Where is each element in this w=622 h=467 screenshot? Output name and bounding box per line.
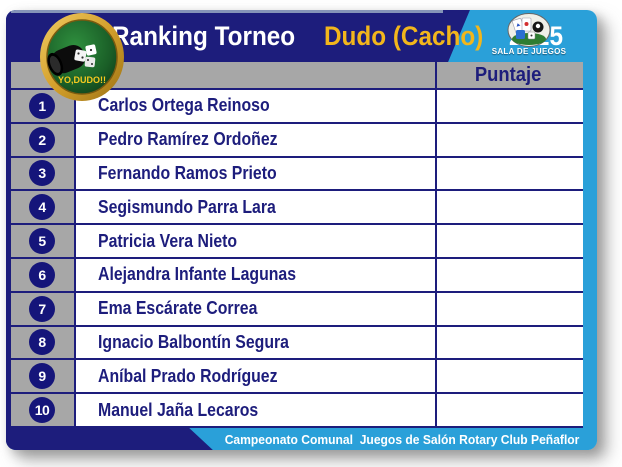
table-row: 1 Carlos Ortega Reinoso <box>6 90 583 124</box>
table-row: 6 Alejandra Infante Lagunas <box>6 258 583 293</box>
rank-number: 4 <box>38 199 46 216</box>
rank-number: 1 <box>38 97 46 114</box>
rank-badge: 3 <box>29 160 55 187</box>
sala-de-juegos-logo <box>507 13 551 47</box>
player-name: Ignacio Balbontín Segura <box>98 331 289 352</box>
player-name-cell: Manuel Jaña Lecaros <box>76 394 435 426</box>
player-name-cell: Ema Escárate Correa <box>76 293 435 325</box>
right-logo-label: SALA DE JUEGOS <box>491 47 567 56</box>
rank-cell: 2 <box>6 123 76 156</box>
left-navy-edge <box>6 10 11 450</box>
yo-dudo-logo: YO,DUDO!! <box>40 13 124 101</box>
rank-cell: 9 <box>6 360 76 393</box>
table-row: 4 Segismundo Parra Lara <box>6 191 583 226</box>
rank-badge: 5 <box>29 228 55 255</box>
score-cell <box>435 90 583 122</box>
player-name-cell: Ignacio Balbontín Segura <box>76 327 435 359</box>
table-row: 3 Fernando Ramos Prieto <box>6 157 583 192</box>
table-row: 10 Manuel Jaña Lecaros <box>6 394 583 428</box>
score-cell <box>435 326 583 359</box>
rank-badge: 7 <box>29 295 55 322</box>
table-row: 2 Pedro Ramírez Ordoñez <box>6 123 583 158</box>
score-column-header: Puntaje <box>433 62 583 88</box>
rank-badge: 8 <box>29 329 55 356</box>
rank-cell: 4 <box>6 191 76 224</box>
player-name: Aníbal Prado Rodríguez <box>98 365 278 386</box>
rank-number: 7 <box>38 300 46 317</box>
player-name: Manuel Jaña Lecaros <box>98 399 259 420</box>
player-name: Fernando Ramos Prieto <box>98 162 277 183</box>
rank-cell: 5 <box>6 225 76 257</box>
rank-number: 3 <box>38 165 46 182</box>
column-divider <box>435 62 437 90</box>
rank-badge: 10 <box>29 397 55 424</box>
footer-caption: Campeonato Comunal Juegos de Salón Rotar… <box>198 428 579 450</box>
rank-badge: 4 <box>29 194 55 221</box>
rank-number: 6 <box>38 266 46 283</box>
footer: Campeonato Comunal Juegos de Salón Rotar… <box>6 428 597 450</box>
header-top-edge <box>6 10 444 13</box>
rank-cell: 10 <box>6 394 76 426</box>
player-name: Pedro Ramírez Ordoñez <box>98 129 278 150</box>
rank-badge: 1 <box>29 92 55 119</box>
score-cell <box>435 123 583 156</box>
rank-number: 10 <box>34 402 50 419</box>
score-cell <box>435 225 583 257</box>
dice-cup-icon <box>47 44 97 76</box>
right-blue-strip <box>583 62 597 450</box>
player-name: Patricia Vera Nieto <box>98 230 238 251</box>
rank-number: 5 <box>38 233 46 250</box>
score-cell <box>435 394 583 426</box>
footer-caption-text: Campeonato Comunal Juegos de Salón Rotar… <box>224 431 579 447</box>
player-name-cell: Segismundo Parra Lara <box>76 191 435 223</box>
title-highlight: Dudo (Cacho) <box>323 20 483 51</box>
score-cell <box>435 157 583 190</box>
ranking-table-rows: 1 Carlos Ortega Reinoso 2 Pedro Ramírez … <box>6 90 583 428</box>
table-row: 9 Aníbal Prado Rodríguez <box>6 360 583 395</box>
rank-cell: 6 <box>6 258 76 291</box>
rank-cell: 7 <box>6 292 76 325</box>
rank-cell: 8 <box>6 326 76 359</box>
player-name: Carlos Ortega Reinoso <box>98 95 270 116</box>
table-row: 5 Patricia Vera Nieto <box>6 225 583 259</box>
rank-cell: 3 <box>6 157 76 190</box>
player-name-cell: Carlos Ortega Reinoso <box>76 90 435 122</box>
rank-badge: 9 <box>29 363 55 390</box>
player-name: Segismundo Parra Lara <box>98 196 276 217</box>
player-name: Alejandra Infante Lagunas <box>98 264 297 285</box>
table-row: 7 Ema Escárate Correa <box>6 292 583 327</box>
rank-number: 2 <box>38 131 46 148</box>
player-name-cell: Pedro Ramírez Ordoñez <box>76 124 435 156</box>
score-cell <box>435 191 583 224</box>
score-cell <box>435 360 583 393</box>
cup-icon <box>516 30 525 39</box>
score-header-label: Puntaje <box>474 63 542 86</box>
player-name-cell: Fernando Ramos Prieto <box>76 158 435 190</box>
player-name: Ema Escárate Correa <box>98 298 258 319</box>
rank-number: 8 <box>38 334 46 351</box>
score-cell <box>435 292 583 325</box>
score-cell <box>435 258 583 291</box>
table-row: 8 Ignacio Balbontín Segura <box>6 326 583 361</box>
player-name-cell: Alejandra Infante Lagunas <box>76 259 435 291</box>
ranking-card: Ranking Torneo Dudo (Cacho) 2025 Puntaje… <box>6 10 597 450</box>
title-prefix: Ranking Torneo <box>112 20 296 51</box>
rank-number: 9 <box>38 368 46 385</box>
left-logo-text: YO,DUDO!! <box>58 75 106 85</box>
footer-navy-band <box>6 428 213 450</box>
rank-badge: 2 <box>29 126 55 153</box>
rank-badge: 6 <box>29 261 55 288</box>
player-name-cell: Aníbal Prado Rodríguez <box>76 360 435 392</box>
eight-ball-icon <box>532 21 544 33</box>
die-icon <box>527 31 536 40</box>
player-name-cell: Patricia Vera Nieto <box>76 225 435 257</box>
